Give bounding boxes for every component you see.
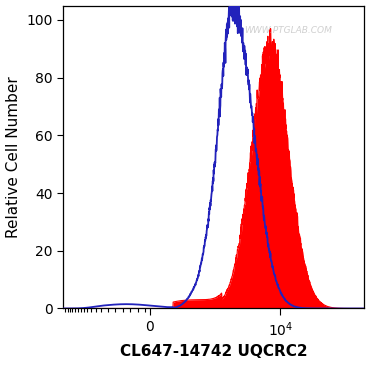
Text: WWW.PTGLAB.COM: WWW.PTGLAB.COM — [244, 26, 332, 35]
Y-axis label: Relative Cell Number: Relative Cell Number — [6, 76, 21, 238]
X-axis label: CL647-14742 UQCRC2: CL647-14742 UQCRC2 — [120, 345, 307, 360]
